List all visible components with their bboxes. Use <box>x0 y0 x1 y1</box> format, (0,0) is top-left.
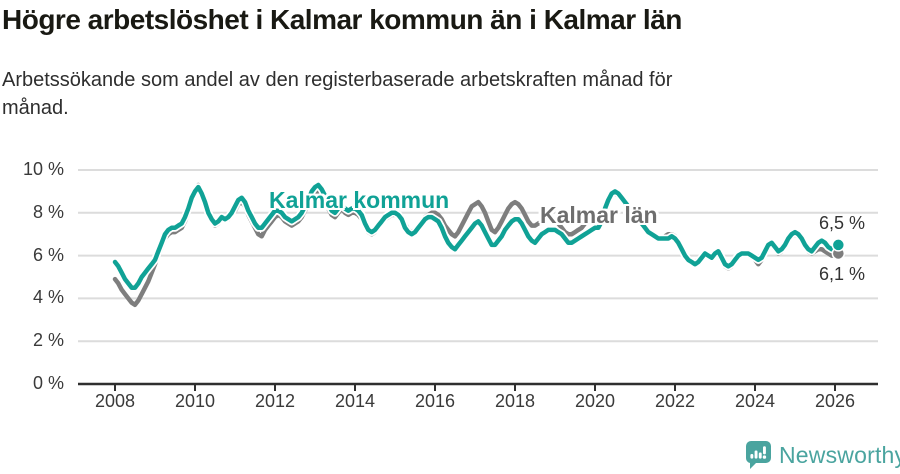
brand-name: Newsworthy <box>779 441 900 468</box>
x-tick-label: 2026 <box>814 391 856 411</box>
newsworthy-logo: Newsworthy <box>744 440 900 470</box>
y-tick-label: 4 % <box>32 287 64 308</box>
end-value-kalmar-lan: 6,1 % <box>819 264 866 284</box>
x-tick-label: 2022 <box>654 391 696 411</box>
series-label-kalmar-kommun: Kalmar kommun <box>269 187 450 213</box>
x-tick-label: 2014 <box>334 391 376 411</box>
x-tick-label: 2008 <box>94 391 136 411</box>
line-kalmar-kommun <box>112 182 841 290</box>
y-tick-label: 2 % <box>32 330 64 351</box>
end-value-kalmar-kommun: 6,5 % <box>819 213 866 233</box>
chart-subtitle: Arbetssökande som andel av den registerb… <box>2 69 673 120</box>
x-tick-label: 2012 <box>254 391 296 411</box>
series-label-kalmar-lan: Kalmar län <box>540 202 658 228</box>
line-kalmar-lan <box>112 182 841 308</box>
y-tick-label: 10 % <box>22 159 64 179</box>
x-tick-label: 2020 <box>574 391 616 411</box>
bar-chart-speech-bubble-icon <box>745 441 771 469</box>
x-tick-label: 2018 <box>494 391 536 411</box>
x-tick-label: 2010 <box>174 391 216 411</box>
x-tick-label: 2024 <box>734 391 776 411</box>
line-kalmar-kommun-casing <box>111 181 843 292</box>
y-tick-label: 0 % <box>32 373 64 393</box>
y-tick-label: 8 % <box>32 201 64 222</box>
x-tick-label: 2016 <box>414 391 456 411</box>
page-title: Högre arbetslöshet i Kalmar kommun än i … <box>2 4 682 35</box>
end-dot-kalmar-kommun <box>831 238 846 252</box>
y-tick-label: 6 % <box>32 244 64 265</box>
